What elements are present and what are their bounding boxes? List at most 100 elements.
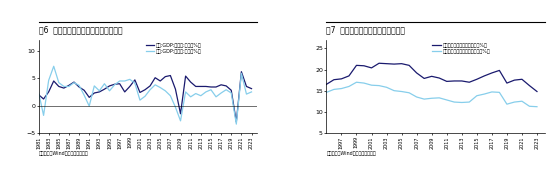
美国:GDP:不变价:同比（%） (167, 95, 174, 97)
中国对美出口占总出口比重（%） (519, 78, 525, 80)
美国:GDP:不变价:同比（%） (152, 84, 158, 86)
中国对美出口占总出口比重（%） (414, 72, 420, 74)
全球:GDP:不变价:同比（%） (188, 81, 194, 83)
中国对美出口占总出口比重（%） (406, 64, 412, 66)
中美贸易额占中国贸易额比重（%） (436, 97, 443, 99)
美国:GDP:不变价:同比（%） (213, 96, 219, 98)
全球:GDP:不变价:同比（%） (111, 83, 118, 85)
全球:GDP:不变价:同比（%） (45, 91, 52, 93)
中国对美出口占总出口比重（%） (504, 82, 510, 84)
美国:GDP:不变价:同比（%） (126, 78, 133, 80)
中国对美出口占总出口比重（%） (338, 78, 345, 80)
中美贸易额占中国贸易额比重（%） (511, 101, 518, 103)
美国:GDP:不变价:同比（%） (51, 65, 57, 67)
全球:GDP:不变价:同比（%） (152, 77, 158, 79)
全球:GDP:不变价:同比（%） (51, 80, 57, 82)
美国:GDP:不变价:同比（%） (111, 84, 118, 86)
全球:GDP:不变价:同比（%） (65, 84, 72, 86)
中国对美出口占总出口比重（%） (421, 77, 427, 80)
全球:GDP:不变价:同比（%） (122, 91, 128, 93)
中美贸易额占中国贸易额比重（%） (504, 103, 510, 105)
全球:GDP:不变价:同比（%） (243, 85, 250, 88)
美国:GDP:不变价:同比（%） (101, 83, 108, 85)
全球:GDP:不变价:同比（%） (142, 89, 148, 91)
中美贸易额占中国贸易额比重（%） (519, 100, 525, 102)
美国:GDP:不变价:同比（%） (106, 90, 113, 92)
全球:GDP:不变价:同比（%） (86, 96, 92, 98)
全球:GDP:不变价:同比（%） (91, 92, 97, 94)
全球:GDP:不变价:同比（%） (172, 88, 179, 90)
中国对美出口占总出口比重（%） (481, 75, 488, 77)
中美贸易额占中国贸易额比重（%） (459, 101, 465, 104)
美国:GDP:不变价:同比（%） (202, 91, 209, 93)
美国:GDP:不变价:同比（%） (45, 79, 52, 82)
中国对美出口占总出口比重（%） (353, 64, 360, 66)
全球:GDP:不变价:同比（%） (192, 85, 199, 88)
中美贸易额占中国贸易额比重（%） (474, 95, 480, 97)
中美贸易额占中国贸易额比重（%） (391, 90, 398, 92)
美国:GDP:不变价:同比（%） (71, 82, 78, 84)
中国对美出口占总出口比重（%） (534, 90, 540, 93)
中美贸易额占中国贸易额比重（%） (361, 82, 367, 84)
中美贸易额占中国贸易额比重（%） (398, 90, 405, 93)
中国对美出口占总出口比重（%） (398, 63, 405, 65)
全球:GDP:不变价:同比（%） (182, 75, 189, 77)
Line: 美国:GDP:不变价:同比（%）: 美国:GDP:不变价:同比（%） (39, 66, 251, 124)
美国:GDP:不变价:同比（%） (117, 80, 123, 82)
中国对美出口占总出口比重（%） (488, 72, 495, 74)
美国:GDP:不变价:同比（%） (233, 123, 240, 125)
美国:GDP:不变价:同比（%） (91, 85, 97, 87)
美国:GDP:不变价:同比（%） (96, 90, 103, 92)
中美贸易额占中国贸易额比重（%） (383, 86, 390, 88)
全球:GDP:不变价:同比（%） (177, 113, 184, 115)
全球:GDP:不变价:同比（%） (81, 89, 87, 91)
全球:GDP:不变价:同比（%） (197, 85, 204, 88)
全球:GDP:不变价:同比（%） (131, 79, 138, 81)
中国对美出口占总出口比重（%） (526, 84, 533, 87)
Text: 图6  美国经济和全球经济有很强相关性: 图6 美国经济和全球经济有很强相关性 (39, 25, 122, 35)
中国对美出口占总出口比重（%） (391, 63, 398, 65)
全球:GDP:不变价:同比（%） (248, 88, 255, 90)
美国:GDP:不变价:同比（%） (56, 82, 62, 84)
Line: 中美贸易额占中国贸易额比重（%）: 中美贸易额占中国贸易额比重（%） (326, 82, 537, 107)
美国:GDP:不变价:同比（%） (40, 114, 47, 116)
中国对美出口占总出口比重（%） (459, 80, 465, 82)
中美贸易额占中国贸易额比重（%） (466, 101, 472, 103)
中国对美出口占总出口比重（%） (376, 62, 382, 64)
全球:GDP:不变价:同比（%） (40, 98, 47, 100)
美国:GDP:不变价:同比（%） (76, 84, 82, 86)
全球:GDP:不变价:同比（%） (208, 86, 214, 88)
全球:GDP:不变价:同比（%） (101, 88, 108, 90)
中国对美出口占总出口比重（%） (368, 67, 375, 69)
全球:GDP:不变价:同比（%） (213, 86, 219, 88)
美国:GDP:不变价:同比（%） (172, 106, 179, 108)
中美贸易额占中国贸易额比重（%） (414, 96, 420, 98)
全球:GDP:不变价:同比（%） (126, 85, 133, 88)
中美贸易额占中国贸易额比重（%） (496, 91, 503, 93)
Text: 图7  中美之间贸易依赖度依然比较高: 图7 中美之间贸易依赖度依然比较高 (326, 25, 405, 35)
全球:GDP:不变价:同比（%） (35, 94, 42, 96)
美国:GDP:不变价:同比（%） (197, 95, 204, 97)
中美贸易额占中国贸易额比重（%） (353, 81, 360, 83)
美国:GDP:不变价:同比（%） (248, 91, 255, 93)
中国对美出口占总出口比重（%） (323, 83, 329, 85)
Line: 全球:GDP:不变价:同比（%）: 全球:GDP:不变价:同比（%） (39, 72, 251, 122)
中美贸易额占中国贸易额比重（%） (323, 91, 329, 93)
美国:GDP:不变价:同比（%） (65, 85, 72, 88)
美国:GDP:不变价:同比（%） (35, 91, 42, 93)
中国对美出口占总出口比重（%） (331, 79, 337, 81)
美国:GDP:不变价:同比（%） (238, 72, 245, 74)
美国:GDP:不变价:同比（%） (157, 86, 163, 89)
美国:GDP:不变价:同比（%） (122, 80, 128, 82)
美国:GDP:不变价:同比（%） (162, 90, 169, 92)
全球:GDP:不变价:同比（%） (218, 84, 224, 86)
美国:GDP:不变价:同比（%） (192, 92, 199, 95)
美国:GDP:不变价:同比（%） (147, 89, 153, 91)
美国:GDP:不变价:同比（%） (81, 94, 87, 96)
全球:GDP:不变价:同比（%） (136, 91, 143, 94)
中国对美出口占总出口比重（%） (451, 80, 458, 82)
中美贸易额占中国贸易额比重（%） (451, 101, 458, 103)
Text: 资料来源：Wind，海通证券研究所: 资料来源：Wind，海通证券研究所 (39, 151, 88, 156)
美国:GDP:不变价:同比（%） (208, 89, 214, 91)
中国对美出口占总出口比重（%） (474, 78, 480, 80)
